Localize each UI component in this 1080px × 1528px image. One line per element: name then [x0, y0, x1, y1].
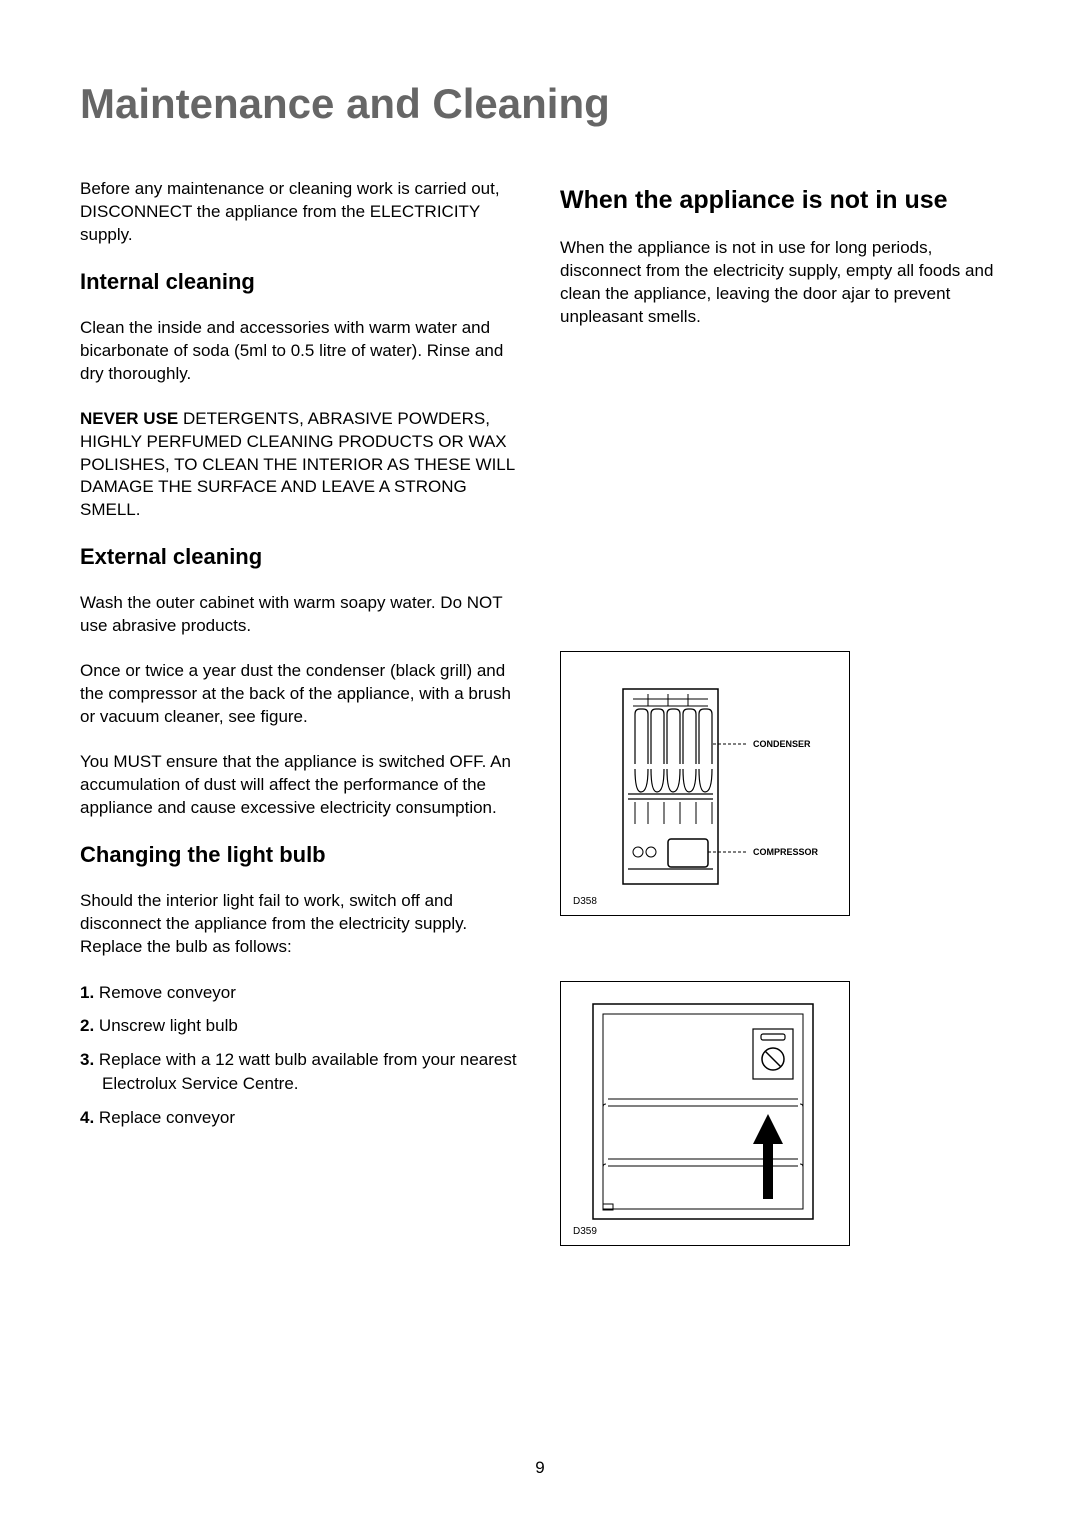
figure-d359: D359 [560, 981, 850, 1246]
left-column: Before any maintenance or cleaning work … [80, 178, 520, 1286]
heading-external-cleaning: External cleaning [80, 544, 520, 570]
spacer [560, 956, 1000, 981]
figure-d359-label: D359 [573, 1226, 597, 1237]
step-3-num: 3. [80, 1050, 94, 1069]
intro-text: Before any maintenance or cleaning work … [80, 178, 520, 247]
content-columns: Before any maintenance or cleaning work … [80, 178, 1000, 1286]
heading-not-in-use: When the appliance is not in use [560, 186, 1000, 215]
step-3-text: Replace with a 12 watt bulb available fr… [94, 1050, 516, 1093]
step-1: 1. Remove conveyor [80, 981, 520, 1005]
step-4-text: Replace conveyor [94, 1108, 235, 1127]
external-p1: Wash the outer cabinet with warm soapy w… [80, 592, 520, 638]
internal-p1: Clean the inside and accessories with wa… [80, 317, 520, 386]
step-2-text: Unscrew light bulb [94, 1016, 238, 1035]
right-column: When the appliance is not in use When th… [560, 178, 1000, 1286]
bulb-p1: Should the interior light fail to work, … [80, 890, 520, 959]
spacer [560, 351, 1000, 651]
condenser-diagram-icon: CONDENSER COMPRESSOR [573, 664, 833, 899]
external-p2: Once or twice a year dust the condenser … [80, 660, 520, 729]
step-1-num: 1. [80, 983, 94, 1002]
external-p3: You MUST ensure that the appliance is sw… [80, 751, 520, 820]
internal-warning: NEVER USE DETERGENTS, ABRASIVE POWDERS, … [80, 408, 520, 523]
step-1-text: Remove conveyor [94, 983, 236, 1002]
step-3: 3. Replace with a 12 watt bulb available… [80, 1048, 520, 1096]
step-2: 2. Unscrew light bulb [80, 1014, 520, 1038]
bulb-diagram-icon [573, 994, 833, 1229]
figure-d358-label: D358 [573, 896, 597, 907]
page-title: Maintenance and Cleaning [80, 80, 1000, 128]
notinuse-p1: When the appliance is not in use for lon… [560, 237, 1000, 329]
label-condenser: CONDENSER [753, 739, 811, 749]
bulb-steps: 1. Remove conveyor 2. Unscrew light bulb… [80, 981, 520, 1130]
heading-light-bulb: Changing the light bulb [80, 842, 520, 868]
heading-internal-cleaning: Internal cleaning [80, 269, 520, 295]
warning-bold: NEVER USE [80, 409, 178, 428]
step-4: 4. Replace conveyor [80, 1106, 520, 1130]
figure-d358: CONDENSER COMPRESSOR D358 [560, 651, 850, 916]
step-4-num: 4. [80, 1108, 94, 1127]
page-number: 9 [535, 1458, 544, 1478]
label-compressor: COMPRESSOR [753, 847, 819, 857]
step-2-num: 2. [80, 1016, 94, 1035]
